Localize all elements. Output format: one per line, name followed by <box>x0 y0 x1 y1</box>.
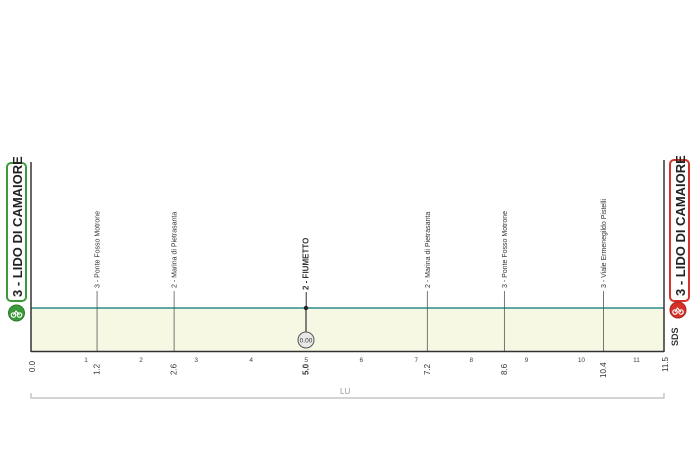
x-tick-label: 9 <box>525 357 529 364</box>
waypoint-label: 2 - Marina di Pietrasanta <box>172 212 179 288</box>
x-tick-label: 7 <box>414 357 418 364</box>
waypoint-km-label: 10.4 <box>599 362 608 378</box>
stopwatch-icon: 0.00 <box>297 331 315 349</box>
bicycle-icon <box>8 304 25 322</box>
intermediate-time-text: 0.00 <box>300 338 313 345</box>
start-badge: 3 - LIDO DI CAMAIORE <box>6 156 27 322</box>
finish-km-label: 11.5 <box>661 356 670 372</box>
x-tick-label: 10 <box>578 357 586 364</box>
x-tick-label: 5 <box>304 357 308 364</box>
waypoint-label: 2 - FIUMETTO <box>302 238 311 290</box>
waypoint-label: 3 - Ponte Fosso Motrone <box>502 211 509 288</box>
start-km-label: 0.0 <box>28 360 37 372</box>
x-tick-label: 3 <box>194 357 198 364</box>
waypoint-km-label: 7.2 <box>423 363 432 375</box>
x-tick-label: 8 <box>470 357 474 364</box>
waypoint-label: 3 - Ponte Fosso Motrone <box>95 211 102 288</box>
start-label: 3 - LIDO DI CAMAIORE <box>10 156 25 297</box>
profile-area <box>31 308 664 351</box>
x-tick-label: 4 <box>249 357 253 364</box>
x-tick-label: 2 <box>139 357 143 364</box>
x-tick-label: 11 <box>633 357 640 364</box>
waypoints: 3 - Ponte Fosso Motrone 1.2 2 - Marina di … <box>93 199 608 378</box>
x-tick-label: 1 <box>84 357 88 364</box>
waypoint-km-label: 8.6 <box>500 363 509 375</box>
finish-badge: 3 - LIDO DI CAMAIORE <box>669 155 690 319</box>
waypoint-label: 2 - Marina di Pietrasanta <box>425 212 432 288</box>
waypoint-label: 3 - Viale Ermenegildo Pistelli <box>601 199 608 288</box>
waypoint-km-label: 5.0 <box>302 363 311 375</box>
waypoint-km-label: 2.6 <box>170 363 179 375</box>
finish-label: 3 - LIDO DI CAMAIORE <box>673 155 688 296</box>
waypoint-km-label: 1.2 <box>93 363 102 375</box>
intermediate-time: 0.00 <box>297 305 315 349</box>
x-tick-label: 6 <box>359 357 363 364</box>
region-bracket <box>30 393 665 399</box>
sponsor-label: SDS <box>670 327 680 346</box>
bicycle-icon <box>669 301 687 319</box>
x-ticks: 1 2 3 4 5 6 7 8 9 10 11 <box>84 357 640 364</box>
region-label: LU <box>340 387 350 396</box>
